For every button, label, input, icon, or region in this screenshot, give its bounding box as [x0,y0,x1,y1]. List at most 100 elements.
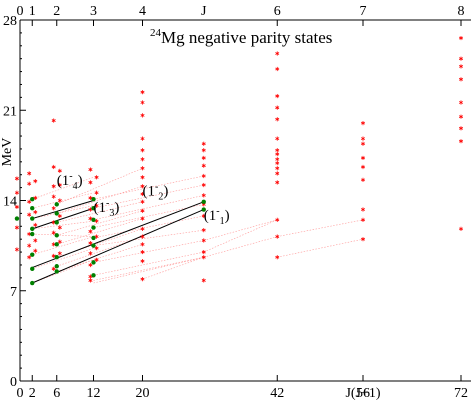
band-label-part: - [216,206,219,217]
transition-line [32,192,94,209]
star-stroke [275,117,280,121]
state-star [201,278,206,283]
star-stroke [57,226,62,229]
state-star [88,229,93,234]
state-star [27,171,32,176]
star-stroke [360,137,366,141]
star-stroke [88,263,93,267]
band-label-part: 2 [158,191,163,202]
state-star [458,139,464,144]
star-stroke [275,166,280,170]
state-star [94,203,99,208]
state-star [140,184,145,189]
state-star [458,126,464,131]
band-point [30,231,35,237]
state-star [458,77,464,82]
transition-line [277,219,364,237]
star-stroke [458,57,464,61]
star-stroke [140,277,145,281]
x-top-tick-label: 1 [29,4,36,19]
band-label-part: ( [57,173,62,189]
state-star [275,180,280,185]
star-stroke [201,228,206,232]
star-stroke [51,231,56,235]
star-stroke [275,172,280,175]
star-stroke [458,115,464,119]
transition-line [32,259,94,284]
transition-line [56,201,143,223]
band-point [30,280,35,286]
chart-title: 24Mg negative parity states [150,27,332,47]
star-stroke [94,204,99,208]
star-stroke [275,148,280,152]
state-star [140,234,145,239]
star-stroke [14,226,19,229]
star-stroke [275,52,280,55]
star-stroke [88,279,93,282]
state-star [57,198,62,203]
transition-line [93,240,204,263]
state-star [14,190,19,195]
star-stroke [275,157,280,161]
x-top-tick-label: 8 [458,4,465,19]
star-stroke [33,210,38,214]
state-star [94,246,99,251]
star-stroke [201,279,206,282]
star-stroke [94,246,99,250]
transition-line [32,247,94,270]
star-stroke [360,156,366,160]
state-star [201,182,206,188]
star-stroke [458,227,464,231]
state-star [14,176,19,181]
x-top-axis-title: J [201,4,207,19]
band-point [30,226,35,232]
state-star [140,208,145,213]
state-star [57,251,62,256]
state-star [360,217,366,222]
state-star [140,157,145,162]
star-stroke [201,250,206,254]
star-stroke [201,164,206,168]
star-stroke [88,241,93,245]
star-stroke [14,248,19,251]
band-point [30,216,35,221]
star-stroke [33,223,38,227]
star-stroke [88,208,93,211]
star-stroke [140,192,145,196]
star-stroke [57,169,62,173]
state-star [201,163,206,168]
band-label-part: ( [143,183,148,199]
transition-line [93,195,204,221]
band-point [91,225,96,230]
state-star [275,105,280,110]
star-stroke [201,174,206,178]
star-stroke [275,161,280,165]
transition-line [203,219,278,253]
state-star [57,168,62,173]
transition-line [56,167,143,205]
state-star [201,148,206,153]
state-markers [14,35,464,286]
star-stroke [201,239,206,242]
transition-line [32,220,94,230]
star-stroke [88,230,93,233]
star-stroke [88,275,93,278]
state-star [201,213,206,219]
transition-lines [32,167,364,284]
star-stroke [201,193,206,197]
state-star [88,240,93,246]
star-stroke [140,227,145,231]
state-star [94,175,99,180]
state-star [57,213,62,219]
state-star [458,64,464,69]
x-bottom-tick-label: 42 [270,386,284,401]
x-bottom-tick-label: 12 [87,386,101,401]
star-stroke [140,200,145,204]
star-stroke [140,235,145,238]
star-stroke [27,213,32,217]
star-stroke [27,255,32,259]
state-star [201,193,206,198]
star-stroke [94,191,99,195]
state-star [88,167,93,172]
